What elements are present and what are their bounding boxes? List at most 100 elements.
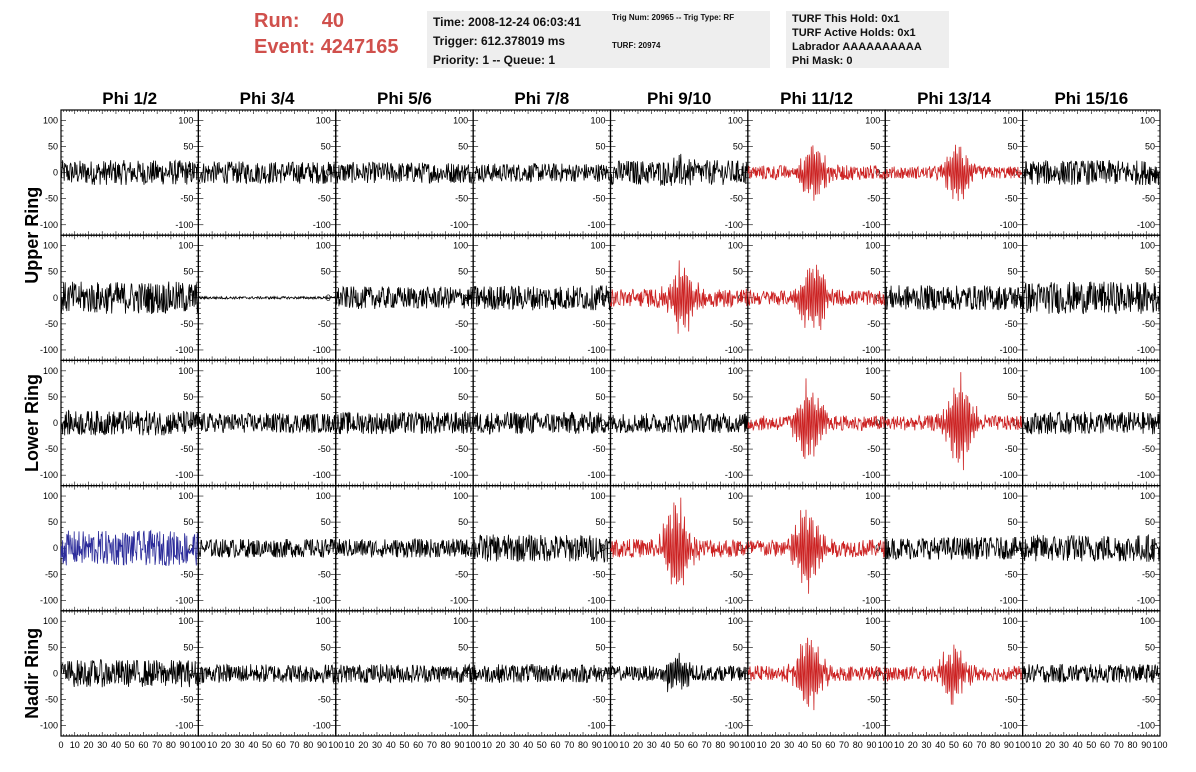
y-tick-label: -50 [318,319,331,329]
y-tick-label: 0 [738,168,743,178]
y-tick-label: 0 [188,293,193,303]
y-tick-label: 50 [48,517,58,527]
ring-label: Lower Ring [22,374,42,472]
y-tick-label: -50 [318,569,331,579]
waveform-trace [198,538,337,559]
y-tick-label: 100 [43,241,58,251]
waveform-trace [610,497,749,586]
y-tick-label: -50 [180,319,193,329]
y-tick-label: 0 [53,293,58,303]
y-tick-label: -50 [592,194,605,204]
y-tick-label: 100 [865,115,880,125]
y-tick-label: 50 [183,267,193,277]
waveform-trace [60,159,199,186]
y-tick-label: 50 [595,392,605,402]
y-tick-label: 100 [1140,366,1155,376]
waveform-trace [198,161,337,185]
y-tick-label: 0 [600,418,605,428]
y-tick-label: 100 [590,491,605,501]
y-tick-label: 50 [321,267,331,277]
y-tick-label: 50 [733,267,743,277]
y-tick-label: 50 [48,392,58,402]
y-tick-label: 0 [1013,543,1018,553]
y-tick-label: 50 [870,392,880,402]
y-tick-label: -100 [587,345,605,355]
waveform-trace [1022,281,1161,315]
column-header: Phi 13/14 [917,89,991,108]
y-tick-label: -100 [587,220,605,230]
y-tick-label: 100 [1003,491,1018,501]
y-tick-label: 50 [321,142,331,152]
y-tick-label: 100 [865,491,880,501]
y-tick-label: -50 [318,194,331,204]
y-tick-label: -50 [730,569,743,579]
y-tick-label: 100 [590,366,605,376]
y-tick-label: -100 [450,345,468,355]
y-tick-label: 100 [728,491,743,501]
y-tick-label: 0 [53,418,58,428]
y-tick-label: -50 [1005,569,1018,579]
y-tick-label: 50 [48,267,58,277]
y-tick-label: -50 [592,444,605,454]
y-tick-label: -50 [455,319,468,329]
y-tick-label: -50 [867,444,880,454]
y-tick-label: -100 [313,470,331,480]
y-tick-label: -100 [587,470,605,480]
y-tick-label: 0 [53,543,58,553]
y-tick-label: -50 [1005,319,1018,329]
waveform-trace [884,536,1023,561]
y-tick-label: 100 [316,241,331,251]
y-tick-label: 50 [1008,267,1018,277]
y-tick-label: 50 [321,517,331,527]
y-tick-label: -50 [867,194,880,204]
waveform-trace [472,285,611,311]
y-tick-label: -50 [1142,569,1155,579]
y-tick-label: -50 [592,319,605,329]
y-tick-label: 0 [1013,418,1018,428]
waveform-trace [1022,533,1161,562]
y-tick-label: -50 [180,569,193,579]
waveform-trace [335,161,474,184]
waveform-trace [60,409,199,436]
column-header: Phi 11/12 [780,89,853,108]
y-tick-label: 0 [875,293,880,303]
y-tick-label: 100 [43,491,58,501]
y-tick-label: 100 [728,366,743,376]
y-tick-label: 100 [316,366,331,376]
y-tick-label: -100 [450,220,468,230]
y-tick-label: 50 [595,267,605,277]
y-tick-label: 100 [453,115,468,125]
y-tick-label: 50 [183,142,193,152]
y-tick-label: 50 [1145,517,1155,527]
y-tick-label: -100 [725,595,743,605]
waveform-trace [335,410,474,435]
y-tick-label: -50 [45,569,58,579]
trig-info-box: Trig Num: 20965 -- Trig Type: RF TURF: 2… [606,11,770,68]
y-tick-label: 100 [178,491,193,501]
y-tick-label: -50 [180,194,193,204]
y-tick-label: -100 [40,220,58,230]
y-tick-label: 100 [453,366,468,376]
y-tick-label: -50 [867,569,880,579]
y-tick-label: -100 [1137,220,1155,230]
y-tick-label: 100 [1140,115,1155,125]
column-header: Phi 1/2 [102,89,157,108]
y-tick-label: -100 [450,595,468,605]
y-tick-label: -100 [313,595,331,605]
time-text: Time: 2008-12-24 06:03:41 [433,15,581,29]
waveform-trace [610,412,749,434]
y-tick-label: 50 [1145,267,1155,277]
y-tick-label: 100 [316,491,331,501]
y-tick-label: 100 [43,366,58,376]
y-tick-label: 100 [590,241,605,251]
y-tick-label: -50 [180,444,193,454]
y-tick-label: 50 [733,142,743,152]
ring-label: Upper Ring [22,187,42,284]
y-tick-label: -50 [1142,444,1155,454]
y-tick-label: 100 [865,366,880,376]
waveform-trace [1022,160,1161,186]
y-tick-label: -100 [1000,595,1018,605]
y-tick-label: 100 [453,491,468,501]
run-row: Run: 40 [254,8,399,34]
y-tick-label: 50 [183,392,193,402]
